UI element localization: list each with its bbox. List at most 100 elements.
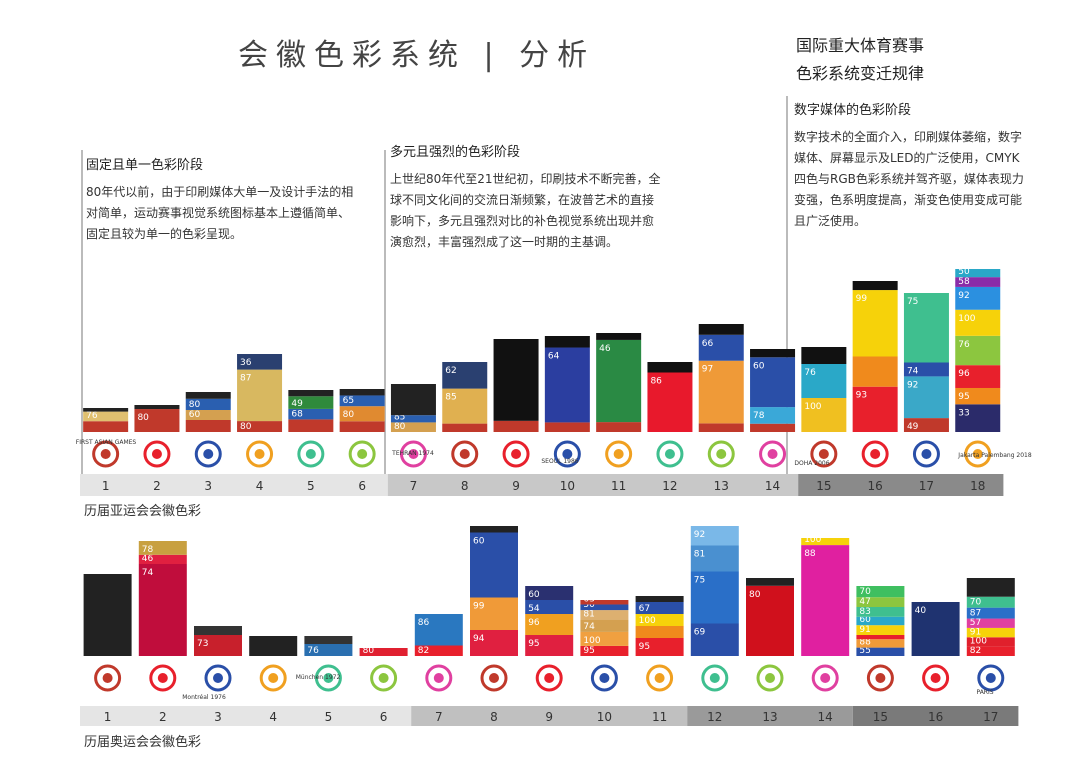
olympic-segment-value: 63 bbox=[583, 594, 594, 604]
olympic-emblem-icon-center bbox=[985, 673, 996, 683]
olympic-emblem-icon bbox=[259, 664, 287, 692]
olympic-bar-segment bbox=[966, 607, 1015, 619]
asian-segment-value: 66 bbox=[702, 339, 714, 349]
olympic-emblem-icon-center bbox=[930, 673, 941, 683]
asian-bar-segment bbox=[852, 386, 898, 432]
olympic-segment-value: 95 bbox=[528, 639, 539, 649]
olympic-segment-value: 83 bbox=[859, 607, 870, 617]
asian-category-label: 10 bbox=[560, 479, 575, 493]
olympic-segment-value: 73 bbox=[197, 639, 208, 649]
asian-bar-segment bbox=[852, 290, 898, 357]
asian-emblem-icon-center bbox=[613, 449, 624, 459]
asian-emblem-icon-center bbox=[921, 449, 932, 459]
asian-bar-segment bbox=[442, 388, 488, 424]
asian-bar-segment bbox=[801, 398, 847, 432]
asian-bar-segment bbox=[544, 336, 590, 348]
era-3: 数字媒体的色彩阶段 数字技术的全面介入，印刷媒体萎缩，数字媒体、屏幕显示及LED… bbox=[794, 100, 1024, 232]
olympic-bar-segment bbox=[966, 637, 1015, 647]
page-title: 会徽色彩系统 | 分析 bbox=[238, 38, 596, 73]
asian-segment-value: 92 bbox=[907, 380, 918, 390]
emblem-caption-a15: DOHA 2006 bbox=[794, 460, 829, 467]
olympic-bar-segment bbox=[690, 545, 739, 572]
olympic-bar-segment bbox=[359, 648, 408, 656]
olympic-bar-segment bbox=[966, 646, 1015, 656]
olympic-segment-value: 82 bbox=[970, 646, 981, 656]
emblem-caption-a1: FIRST ASIAN GAMES bbox=[76, 439, 137, 446]
asian-category-label: 11 bbox=[611, 479, 626, 493]
olympic-category-label: 9 bbox=[545, 710, 553, 724]
olympic-bar-segment bbox=[856, 635, 905, 640]
olympic-emblem-icon bbox=[811, 664, 839, 692]
olympic-strip-band bbox=[411, 706, 688, 726]
asian-category-label: 5 bbox=[307, 479, 315, 493]
asian-segment-value: 80 bbox=[240, 422, 252, 432]
olympic-category-label: 6 bbox=[380, 710, 388, 724]
asian-category-label: 15 bbox=[816, 479, 831, 493]
olympic-segment-value: 75 bbox=[694, 576, 705, 586]
asian-bar-segment bbox=[647, 362, 693, 373]
asian-bar-segment bbox=[185, 420, 231, 432]
asian-segment-value: 96 bbox=[958, 369, 970, 379]
asian-bar-segment bbox=[493, 339, 539, 421]
olympic-bar-segment bbox=[690, 623, 739, 656]
asian-segment-value: 80 bbox=[189, 400, 201, 410]
olympic-segment-value: 60 bbox=[473, 537, 485, 547]
olympic-bar-segment bbox=[635, 596, 684, 602]
asian-category-label: 9 bbox=[512, 479, 520, 493]
asian-bar-segment bbox=[237, 421, 283, 432]
olympic-segment-value: 82 bbox=[418, 646, 429, 656]
olympic-bar-segment bbox=[856, 625, 905, 635]
asian-segment-value: 76 bbox=[86, 411, 98, 421]
olympic-bar-segment bbox=[580, 619, 629, 632]
olympic-segment-value: 100 bbox=[804, 535, 821, 545]
olympic-category-label: 16 bbox=[928, 710, 943, 724]
olympic-bar-segment bbox=[635, 614, 684, 626]
emblem-caption-o17: PARIS bbox=[976, 689, 993, 696]
olympic-segment-value: 100 bbox=[583, 636, 600, 646]
asian-bar-segment bbox=[288, 390, 334, 397]
olympic-bar-segment bbox=[690, 571, 739, 624]
olympic-bar-segment bbox=[801, 538, 850, 546]
asian-bar-segment bbox=[750, 407, 796, 424]
era-divider-2 bbox=[384, 150, 386, 480]
asian-bar-segment bbox=[955, 365, 1001, 388]
olympic-bar-segment bbox=[635, 638, 684, 656]
olympic-segment-value: 100 bbox=[970, 637, 987, 647]
olympic-bar-segment bbox=[635, 626, 684, 638]
asian-category-label: 18 bbox=[970, 479, 985, 493]
olympic-emblem-icon-center bbox=[489, 673, 499, 683]
asian-segment-value: 80 bbox=[137, 413, 149, 423]
olympic-segment-value: 78 bbox=[142, 545, 154, 555]
olympic-category-label: 12 bbox=[707, 710, 722, 724]
olympic-segment-value: 76 bbox=[307, 646, 319, 656]
asian-bar-segment bbox=[185, 392, 231, 399]
asian-emblem-icon bbox=[348, 440, 376, 468]
asian-bar-segment bbox=[442, 423, 488, 432]
asian-emblem-icon bbox=[912, 440, 940, 468]
asian-emblem-icon-center bbox=[254, 449, 265, 459]
olympic-emblem-icon bbox=[646, 664, 674, 692]
olympic-segment-value: 74 bbox=[583, 622, 595, 632]
olympic-segment-value: 92 bbox=[694, 530, 705, 540]
asian-segment-value: 100 bbox=[804, 402, 821, 412]
asian-category-label: 16 bbox=[868, 479, 883, 493]
olympic-bar-segment bbox=[746, 585, 794, 656]
olympic-segment-value: 88 bbox=[804, 549, 816, 559]
asian-segment-value: 74 bbox=[907, 366, 919, 376]
asian-bar-segment bbox=[801, 347, 847, 364]
olympic-category-label: 14 bbox=[818, 710, 833, 724]
olympic-emblem-icon-center bbox=[378, 673, 389, 683]
emblem-caption-o5: München 1972 bbox=[296, 674, 341, 681]
olympic-category-label: 5 bbox=[325, 710, 333, 724]
olympic-category-label: 11 bbox=[652, 710, 667, 724]
asian-emblem-icon bbox=[759, 440, 787, 468]
asian-bar-segment bbox=[339, 395, 385, 407]
asian-bar-segment bbox=[493, 420, 539, 432]
asian-segment-value: 36 bbox=[240, 358, 252, 368]
asian-category-label: 2 bbox=[153, 479, 161, 493]
olympic-segment-value: 95 bbox=[583, 646, 594, 656]
asian-emblem-icon-center bbox=[562, 449, 573, 459]
olympic-emblem-icon-center bbox=[102, 673, 113, 683]
asian-bar-segment bbox=[903, 293, 949, 363]
